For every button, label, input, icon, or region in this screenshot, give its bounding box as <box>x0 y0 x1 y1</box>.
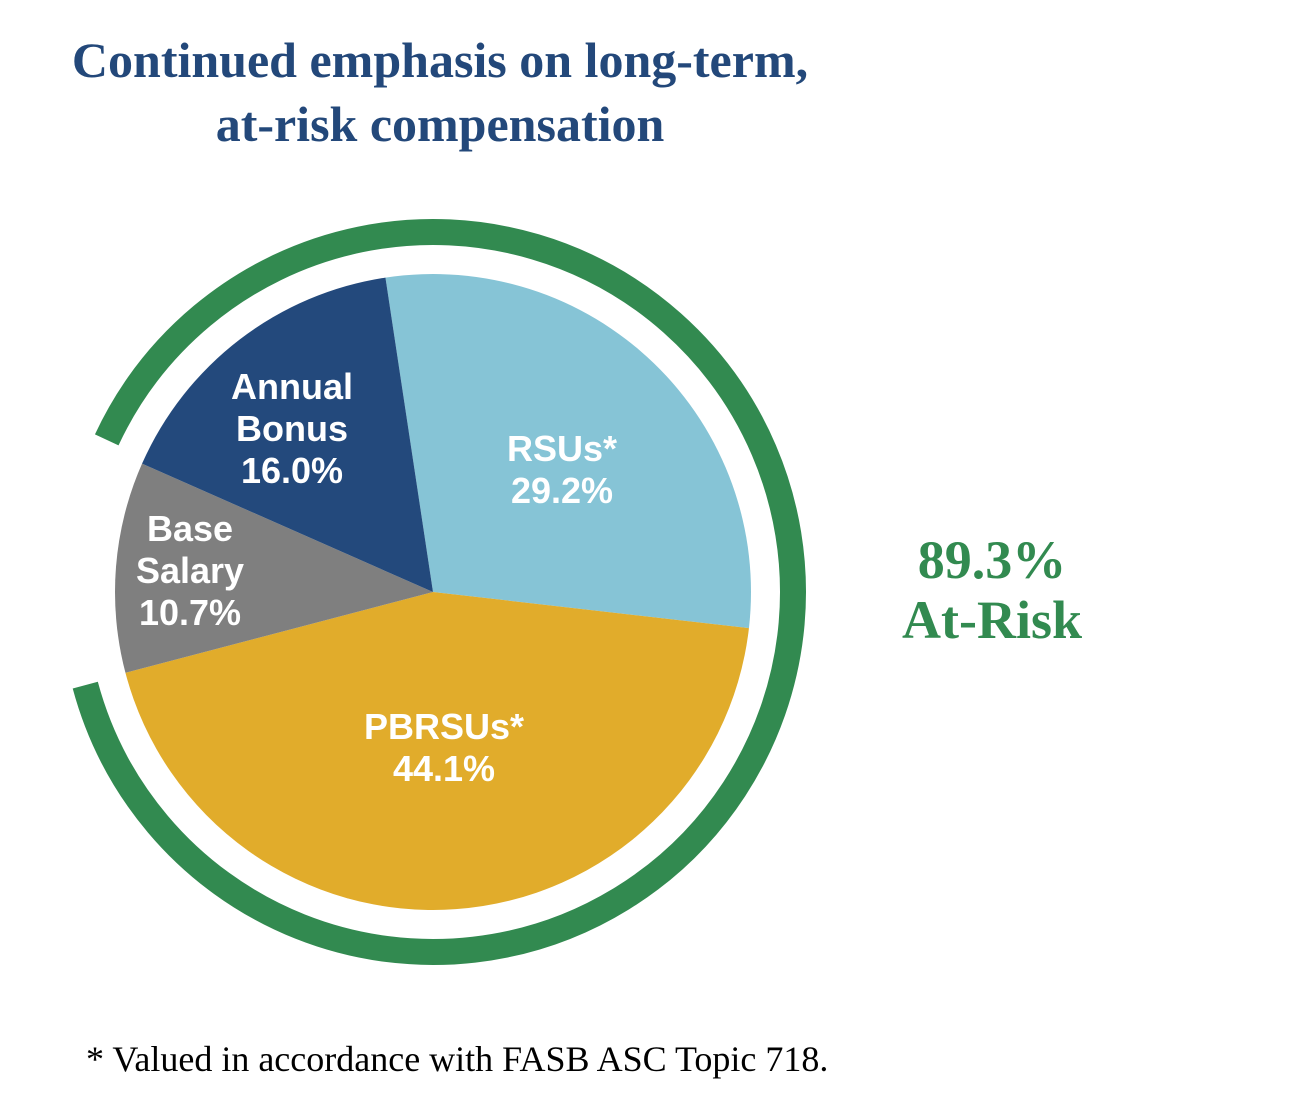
at-risk-callout: 89.3% At-Risk <box>902 530 1082 650</box>
slice-label-annual-bonus: Annual Bonus 16.0% <box>231 366 353 492</box>
pie-slice-1 <box>125 592 749 910</box>
slice-label-pbrsus: PBRSUs* 44.1% <box>364 706 524 790</box>
pie-slice-0 <box>385 274 751 629</box>
pie-slice-2 <box>115 463 434 673</box>
chart-title: Continued emphasis on long-term, at-risk… <box>0 28 880 156</box>
at-risk-label: At-Risk <box>901 590 1083 650</box>
slice-value: 10.7% <box>138 592 242 633</box>
slice-name: PBRSUs* <box>363 706 525 747</box>
at-risk-value: 89.3% <box>917 530 1067 590</box>
slice-value: 29.2% <box>510 470 614 511</box>
slice-name: Bonus <box>236 408 348 449</box>
slice-label-base-salary: Base Salary 10.7% <box>136 508 244 634</box>
slice-name: Base <box>146 508 234 549</box>
slice-label-rsus: RSUs* 29.2% <box>507 428 617 512</box>
at-risk-ring <box>72 219 806 965</box>
title-line-2: at-risk compensation <box>215 96 665 152</box>
slice-value: 16.0% <box>240 450 344 491</box>
slice-name: Salary <box>135 550 245 591</box>
slice-name: RSUs* <box>506 428 618 469</box>
pie-slice-3 <box>142 277 433 592</box>
slice-value: 44.1% <box>392 748 496 789</box>
footnote: * Valued in accordance with FASB ASC Top… <box>86 1039 829 1079</box>
title-line-1: Continued emphasis on long-term, <box>71 32 809 88</box>
slice-name: Annual <box>231 366 353 407</box>
